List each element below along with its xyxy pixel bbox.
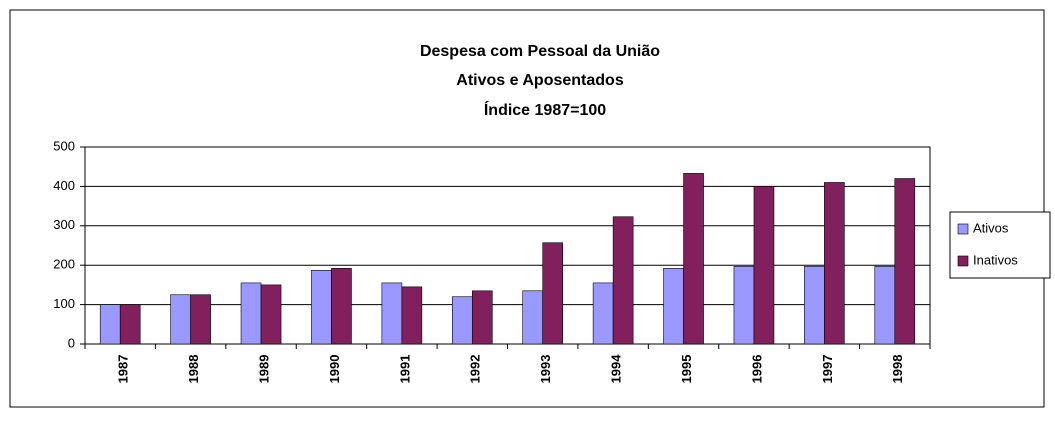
bar (451, 296, 473, 345)
bar (733, 266, 755, 345)
y-tick-label: 300 (53, 217, 75, 232)
x-tick-label: 1989 (256, 355, 271, 384)
bar (331, 268, 352, 345)
x-tick-label: 1995 (679, 355, 694, 384)
bar (683, 173, 704, 345)
legend-label: Ativos (973, 220, 1009, 235)
bar (401, 286, 423, 345)
bar (311, 270, 332, 345)
x-tick-label: 1993 (538, 355, 553, 384)
bar (894, 178, 916, 345)
x-tick-label: 1994 (609, 354, 624, 384)
x-tick-label: 1991 (397, 355, 412, 384)
bar (753, 186, 775, 345)
y-tick-label: 400 (53, 178, 75, 193)
bar (542, 242, 564, 345)
bar (471, 290, 493, 345)
chart-subtitle: Ativos e Aposentados (456, 72, 624, 89)
legend-label: Inativos (973, 252, 1018, 267)
bar (874, 266, 896, 345)
bar (260, 284, 282, 345)
legend-swatch (957, 255, 969, 267)
bar (824, 182, 845, 345)
bar (612, 216, 634, 345)
y-tick-label: 0 (68, 335, 75, 350)
legend-box (949, 211, 1051, 279)
bar (592, 282, 614, 345)
x-tick-label: 1992 (468, 355, 483, 384)
x-tick-label: 1990 (327, 355, 342, 384)
chart-border (9, 9, 1045, 408)
bar (240, 282, 262, 345)
chart-title: Despesa com Pessoal da União (420, 43, 660, 60)
bar (804, 266, 825, 345)
bar (190, 294, 211, 345)
legend-swatch (957, 223, 969, 235)
x-tick-label: 1997 (820, 355, 835, 384)
bar (119, 304, 141, 345)
y-tick-label: 500 (53, 138, 75, 153)
bar (522, 290, 544, 345)
y-tick-label: 100 (53, 296, 75, 311)
bar (99, 304, 121, 345)
x-tick-label: 1988 (186, 355, 201, 384)
x-tick-label: 1987 (116, 355, 131, 384)
bar (663, 268, 684, 345)
bar (170, 294, 191, 345)
x-tick-label: 1996 (749, 355, 764, 384)
x-tick-label: 1998 (890, 355, 905, 384)
bar (381, 282, 403, 345)
chart-subtitle: Índice 1987=100 (484, 100, 606, 119)
y-tick-label: 200 (53, 257, 75, 272)
